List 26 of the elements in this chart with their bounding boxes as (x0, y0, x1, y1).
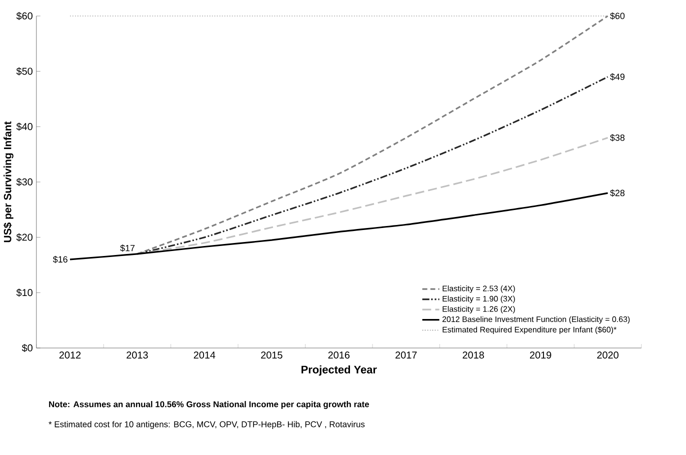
y-tick-label: $40 (16, 122, 32, 131)
data-label: $16 (52, 256, 68, 264)
text: Note: Assumes an annual 10.56% Gross National Income per capita growth rate (49, 401, 369, 409)
data-label: $49 (610, 73, 624, 80)
data-label: $38 (610, 134, 625, 142)
data-label: $60 (610, 12, 625, 20)
y-axis-title: US$ per Surviving Infant (3, 121, 14, 242)
y-tick-label: $10 (16, 288, 32, 297)
y-tick-label: $50 (16, 67, 32, 76)
x-tick-label: 2019 (530, 352, 552, 359)
x-tick-label: 2017 (396, 352, 417, 359)
x-tick-label: 2020 (597, 352, 618, 359)
y-tick-label: $30 (16, 178, 32, 186)
x-tick-label: 2013 (126, 352, 148, 359)
data-label: $28 (610, 189, 625, 197)
x-tick-label: 2018 (462, 352, 484, 359)
data-label: $17 (120, 244, 135, 252)
y-tick-label: $60 (16, 12, 32, 20)
x-axis-title: Projected Year (302, 365, 377, 376)
y-tick-label: $20 (16, 233, 32, 242)
x-tick-label: 2015 (261, 352, 282, 359)
x-tick-label: 2014 (194, 352, 216, 359)
x-tick-label: 2012 (59, 352, 81, 359)
text: * Estimated cost for 10 antigens: BCG, MCV, OPV, DTP-HepB- Hib, PCV , Rotavirus (48, 421, 365, 429)
x-tick-label: 2016 (328, 352, 350, 359)
y-tick-label: $0 (22, 344, 32, 352)
